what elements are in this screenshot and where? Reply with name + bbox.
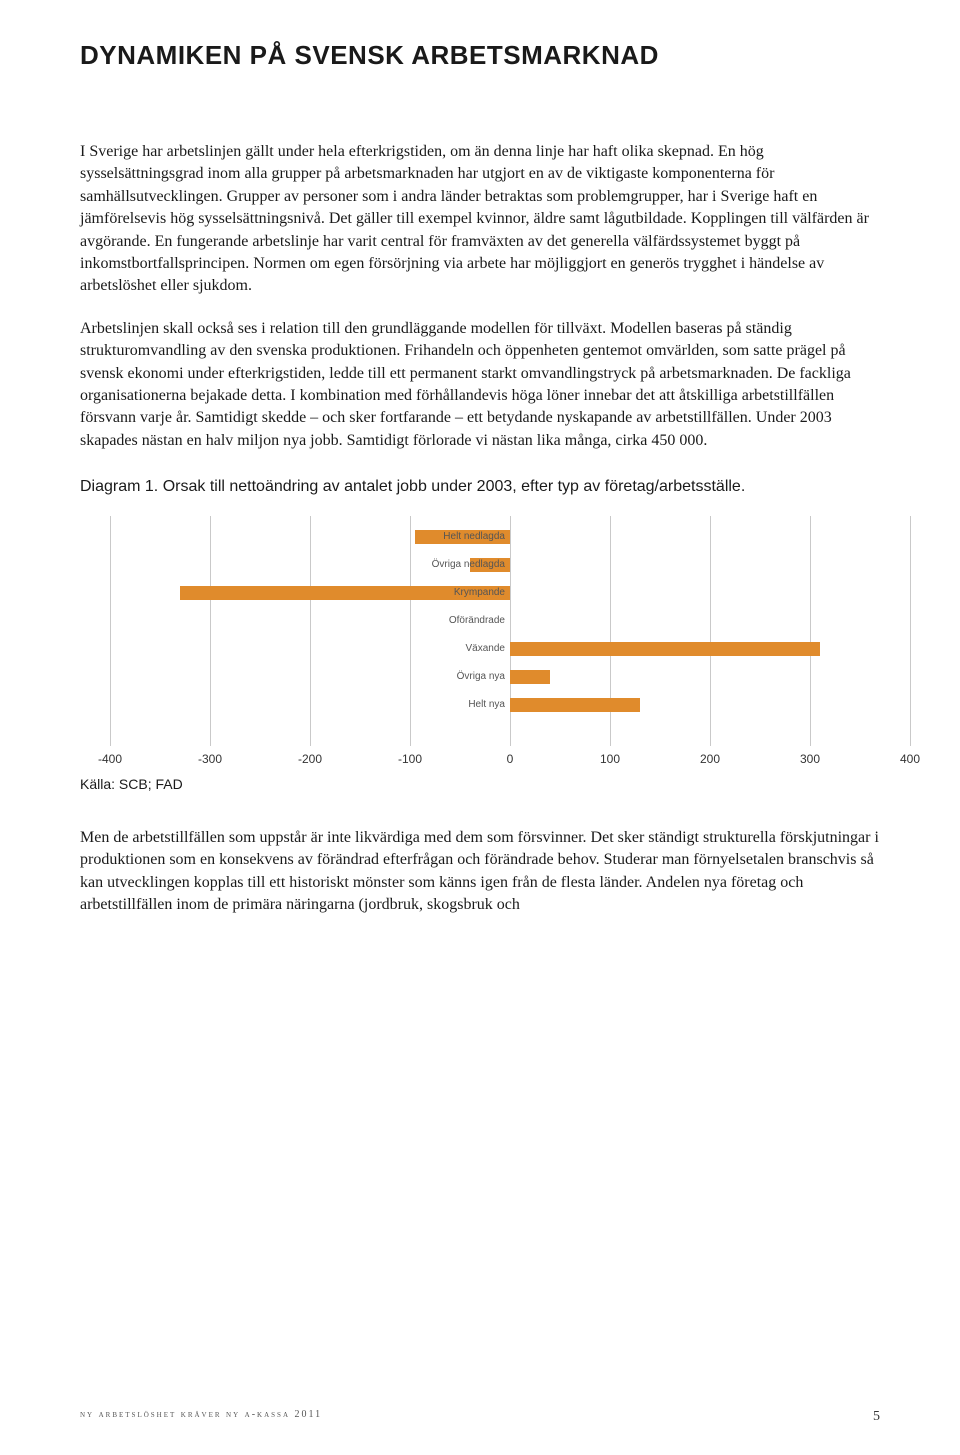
paragraph-2: Arbetslinjen skall också ses i relation … bbox=[80, 318, 880, 452]
chart-bar-label: Krympande bbox=[405, 587, 505, 598]
chart-axis-label: -200 bbox=[290, 752, 330, 766]
paragraph-3: Men de arbetstillfällen som uppstår är i… bbox=[80, 827, 880, 917]
chart-axis-label: 100 bbox=[590, 752, 630, 766]
chart-axis-label: 400 bbox=[890, 752, 930, 766]
chart-plot: Helt nedlagda Övriga nedlagda Krympande Ofö… bbox=[110, 516, 911, 746]
chart-bar bbox=[510, 642, 820, 656]
chart-gridline bbox=[110, 516, 111, 746]
chart-gridline bbox=[210, 516, 211, 746]
chart-axis-label: 200 bbox=[690, 752, 730, 766]
chart-bar-label: Växande bbox=[405, 643, 505, 654]
chart-source: Källa: SCB; FAD bbox=[80, 776, 880, 792]
chart-gridline bbox=[910, 516, 911, 746]
chart-bar-label: Övriga nya bbox=[405, 671, 505, 682]
chart-axis-label: -100 bbox=[390, 752, 430, 766]
chart-bar-label: Helt nedlagda bbox=[405, 531, 505, 542]
page-number: 5 bbox=[873, 1409, 880, 1425]
chart: Helt nedlagda Övriga nedlagda Krympande Ofö… bbox=[80, 516, 880, 766]
chart-axis-label: 300 bbox=[790, 752, 830, 766]
chart-gridline bbox=[310, 516, 311, 746]
chart-gridline bbox=[710, 516, 711, 746]
chart-bar bbox=[510, 698, 640, 712]
chart-inner: Helt nedlagda Övriga nedlagda Krympande Ofö… bbox=[110, 516, 910, 766]
chart-gridline bbox=[810, 516, 811, 746]
chart-axis-label: -400 bbox=[90, 752, 130, 766]
footer-text: ny arbetslöshet kräver ny a-kassa 2011 bbox=[80, 1409, 322, 1425]
page: DYNAMIKEN PÅ SVENSK ARBETSMARKNAD I Sver… bbox=[0, 0, 960, 1455]
chart-bar-label: Oförändrade bbox=[405, 615, 505, 626]
chart-bar-label: Övriga nedlagda bbox=[405, 559, 505, 570]
paragraph-1: I Sverige har arbetslinjen gällt under h… bbox=[80, 141, 880, 298]
chart-axis-label: 0 bbox=[490, 752, 530, 766]
page-footer: ny arbetslöshet kräver ny a-kassa 2011 5 bbox=[80, 1409, 880, 1425]
chart-gridline bbox=[410, 516, 411, 746]
page-title: DYNAMIKEN PÅ SVENSK ARBETSMARKNAD bbox=[80, 40, 880, 71]
chart-axis-label: -300 bbox=[190, 752, 230, 766]
chart-bar-label: Helt nya bbox=[405, 699, 505, 710]
chart-caption: Diagram 1. Orsak till nettoändring av an… bbox=[80, 477, 880, 498]
chart-bar bbox=[510, 670, 550, 684]
